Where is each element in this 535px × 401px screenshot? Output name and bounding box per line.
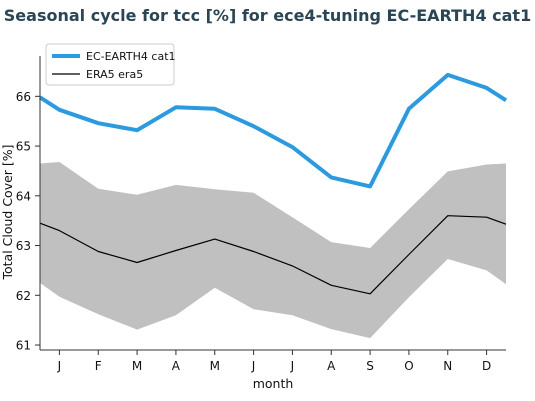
y-tick-label: 64 [16, 189, 31, 203]
x-tick-label: J [251, 359, 256, 373]
legend: EC-EARTH4 cat1 ERA5 era5 [45, 43, 176, 86]
x-tick-label: J [290, 359, 295, 373]
era5-range-band [40, 162, 506, 339]
x-axis-label: month [253, 376, 294, 391]
line-layer [38, 72, 508, 295]
y-tick-label: 63 [16, 239, 31, 253]
band-layer [40, 162, 506, 339]
axis-layer: 61 62 63 64 65 66 J F M A M J J A S O N D [16, 56, 506, 373]
y-tick-label: 66 [16, 90, 31, 104]
x-tick-label: O [404, 359, 413, 373]
x-tick-label: J [57, 359, 62, 373]
y-tick-label: 65 [16, 140, 31, 154]
y-tick-label: 61 [16, 339, 31, 353]
x-tick-label: D [482, 359, 491, 373]
y-tick-label: 62 [16, 289, 31, 303]
legend-label: EC-EARTH4 cat1 [86, 50, 176, 63]
x-tick-label: S [366, 359, 374, 373]
chart-title: Seasonal cycle for tcc [%] for ece4-tuni… [3, 6, 532, 25]
x-tick-label: F [95, 359, 102, 373]
series-line-ec-earth4 [38, 72, 508, 189]
y-axis-label: Total Cloud Cover [%] [0, 144, 15, 280]
legend-label: ERA5 era5 [86, 68, 143, 81]
x-tick-label: A [172, 359, 181, 373]
x-tick-label: A [327, 359, 336, 373]
x-tick-label: M [132, 359, 142, 373]
x-tick-label: N [443, 359, 452, 373]
series-line-era5 [39, 215, 507, 295]
x-tick-label: M [210, 359, 220, 373]
